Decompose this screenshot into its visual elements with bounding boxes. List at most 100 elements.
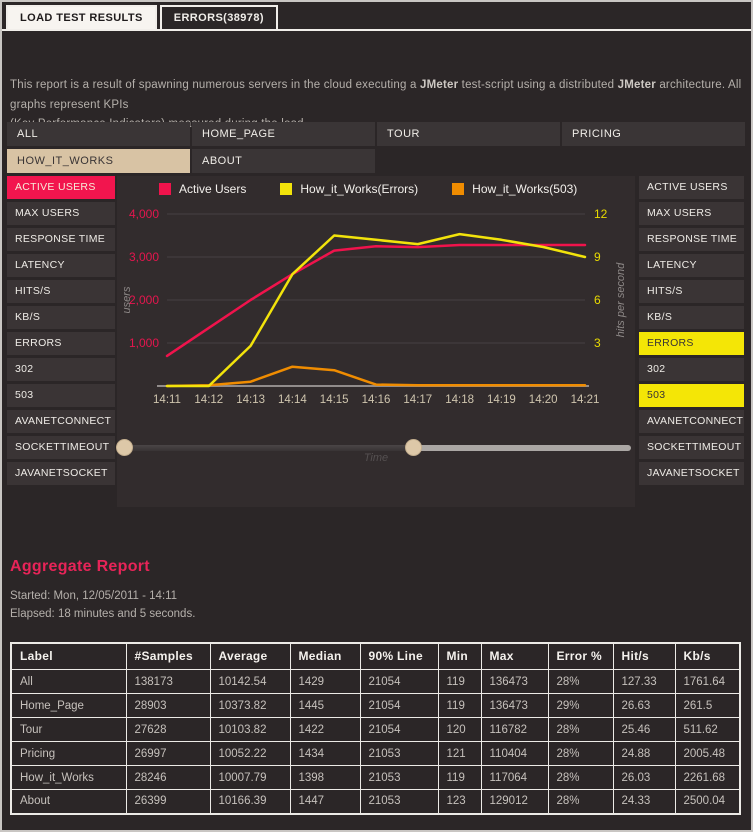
- filter-button-home_page[interactable]: HOME_PAGE: [192, 122, 375, 146]
- description-highlight: JMeter: [420, 79, 459, 91]
- table-cell: 120: [437, 717, 482, 742]
- svg-text:14:13: 14:13: [236, 394, 265, 406]
- column-header-kb-s: Kb/s: [674, 642, 741, 670]
- table-cell: 28%: [547, 789, 614, 814]
- table-cell: 21053: [359, 789, 439, 814]
- right-axis-title: hits per second: [615, 262, 627, 337]
- kpi-item-errors[interactable]: ERRORS: [7, 332, 115, 355]
- kpi-item-503[interactable]: 503: [7, 384, 115, 407]
- kpi-item-latency[interactable]: LATENCY: [7, 254, 115, 277]
- table-cell: Home_Page: [10, 693, 127, 718]
- kpi-item-javanetsocket[interactable]: JAVANETSOCKET: [639, 462, 744, 485]
- kpi-item-response-time[interactable]: RESPONSE TIME: [7, 228, 115, 251]
- tab-load-test-results[interactable]: LOAD TEST RESULTS: [6, 5, 157, 31]
- kpi-item-302[interactable]: 302: [639, 358, 744, 381]
- left-axis-title: users: [121, 286, 133, 313]
- table-row-all: All 138173 10142.54 1429 21054 119 136473 28% 12…: [10, 669, 741, 694]
- svg-text:4,000: 4,000: [129, 207, 159, 221]
- kpi-sidebar-left: ACTIVE USERS MAX USERS RESPONSE TIME LATENC…: [7, 176, 115, 488]
- kpi-item-hits-s[interactable]: HITS/S: [639, 280, 744, 303]
- kpi-item-avanetconnect[interactable]: AVANETCONNECT: [639, 410, 744, 433]
- test-started-text: Started: Mon, 12/05/2011 - 14:11: [10, 590, 178, 602]
- kpi-item-active-users[interactable]: ACTIVE USERS: [639, 176, 744, 199]
- aggregate-report-table: Label #Samples Average Median 90% Line Min Max…: [10, 642, 741, 815]
- tab-errors[interactable]: ERRORS(38978): [159, 5, 278, 31]
- table-cell: 28903: [125, 693, 211, 718]
- aggregate-report-title: Aggregate Report: [10, 558, 150, 575]
- table-cell: 10142.54: [209, 669, 291, 694]
- legend-item[interactable]: How_it_Works(503): [452, 182, 577, 196]
- kpi-line-chart: 1,000 2,000 3,000 4,000 3 6 9 12 14:11 14:12 14:13…: [121, 207, 627, 406]
- svg-text:14:17: 14:17: [403, 394, 432, 406]
- kpi-item-kb-s[interactable]: KB/S: [7, 306, 115, 329]
- filter-button-pricing[interactable]: PRICING: [562, 122, 745, 146]
- slider-handle-end[interactable]: [404, 439, 422, 456]
- svg-text:14:12: 14:12: [194, 394, 223, 406]
- table-cell: 119: [437, 765, 482, 790]
- svg-text:6: 6: [594, 293, 601, 307]
- column-header-max: Max: [480, 642, 549, 670]
- table-cell: 116782: [480, 717, 549, 742]
- filter-button-tour[interactable]: TOUR: [377, 122, 560, 146]
- table-cell: 24.33: [612, 789, 676, 814]
- kpi-item-sockettimeout[interactable]: SOCKETTIMEOUT: [7, 436, 115, 459]
- kpi-item-active-users[interactable]: ACTIVE USERS: [7, 176, 115, 199]
- slider-selected-range[interactable]: [124, 445, 413, 451]
- kpi-item-javanetsocket[interactable]: JAVANETSOCKET: [7, 462, 115, 485]
- table-cell: 129012: [480, 789, 549, 814]
- filter-button-all[interactable]: ALL: [7, 122, 190, 146]
- table-cell: Tour: [10, 717, 127, 742]
- table-cell: 2005.48: [674, 741, 741, 766]
- legend-swatch-icon: [159, 183, 171, 195]
- kpi-item-errors[interactable]: ERRORS: [639, 332, 744, 355]
- table-cell: 21053: [359, 765, 439, 790]
- filter-button-about[interactable]: ABOUT: [192, 149, 375, 173]
- kpi-item-max-users[interactable]: MAX USERS: [7, 202, 115, 225]
- table-cell: 28%: [547, 717, 614, 742]
- table-cell: 28%: [547, 765, 614, 790]
- kpi-item-hits-s[interactable]: HITS/S: [7, 280, 115, 303]
- table-row-about: About 26399 10166.39 1447 21053 123 129012 28% 2…: [10, 789, 741, 814]
- legend-label: How_it_Works(503): [472, 182, 578, 196]
- slider-handle-start[interactable]: [116, 439, 133, 456]
- svg-text:1,000: 1,000: [129, 336, 159, 350]
- description-highlight: JMeter: [617, 79, 656, 91]
- svg-text:2,000: 2,000: [129, 293, 159, 307]
- table-cell: 2500.04: [674, 789, 741, 814]
- table-cell: 26.63: [612, 693, 676, 718]
- table-cell: 1434: [289, 741, 361, 766]
- filter-button-how_it_works[interactable]: HOW_IT_WORKS: [7, 149, 190, 173]
- table-cell: How_it_Works: [10, 765, 127, 790]
- legend-item[interactable]: How_it_Works(Errors): [280, 182, 418, 196]
- kpi-item-max-users[interactable]: MAX USERS: [639, 202, 744, 225]
- kpi-item-sockettimeout[interactable]: SOCKETTIMEOUT: [639, 436, 744, 459]
- kpi-item-latency[interactable]: LATENCY: [639, 254, 744, 277]
- legend-item[interactable]: Active Users: [159, 182, 246, 196]
- kpi-sidebar-right: ACTIVE USERS MAX USERS RESPONSE TIME LATENC…: [639, 176, 744, 488]
- svg-text:14:20: 14:20: [529, 394, 558, 406]
- table-cell: 10103.82: [209, 717, 291, 742]
- table-cell: 136473: [480, 693, 549, 718]
- kpi-chart-panel: Active Users How_it_Works(Errors) How_it_W…: [116, 176, 635, 507]
- x-axis-ticks: 14:11 14:12 14:13 14:14 14:15 14:16 14:17 14:18…: [153, 394, 599, 406]
- column-header-label: Label: [10, 642, 127, 670]
- table-cell: 10373.82: [209, 693, 291, 718]
- column-header-median: Median: [289, 642, 361, 670]
- table-cell: 1761.64: [674, 669, 741, 694]
- kpi-item-response-time[interactable]: RESPONSE TIME: [639, 228, 744, 251]
- kpi-item-avanetconnect[interactable]: AVANETCONNECT: [7, 410, 115, 433]
- table-cell: 127.33: [612, 669, 676, 694]
- tabbar: LOAD TEST RESULTS ERRORS(38978): [6, 5, 278, 31]
- kpi-item-503[interactable]: 503: [639, 384, 744, 407]
- svg-text:3,000: 3,000: [129, 250, 159, 264]
- svg-text:14:19: 14:19: [487, 394, 516, 406]
- description-text: architecture. All graphs represent KPIs: [10, 79, 742, 111]
- table-cell: 1429: [289, 669, 361, 694]
- test-elapsed-text: Elapsed: 18 minutes and 5 seconds.: [10, 608, 196, 620]
- table-cell: 26399: [125, 789, 211, 814]
- kpi-item-302[interactable]: 302: [7, 358, 115, 381]
- table-cell: 21054: [359, 693, 439, 718]
- kpi-item-kb-s[interactable]: KB/S: [639, 306, 744, 329]
- column-header--samples: #Samples: [125, 642, 211, 670]
